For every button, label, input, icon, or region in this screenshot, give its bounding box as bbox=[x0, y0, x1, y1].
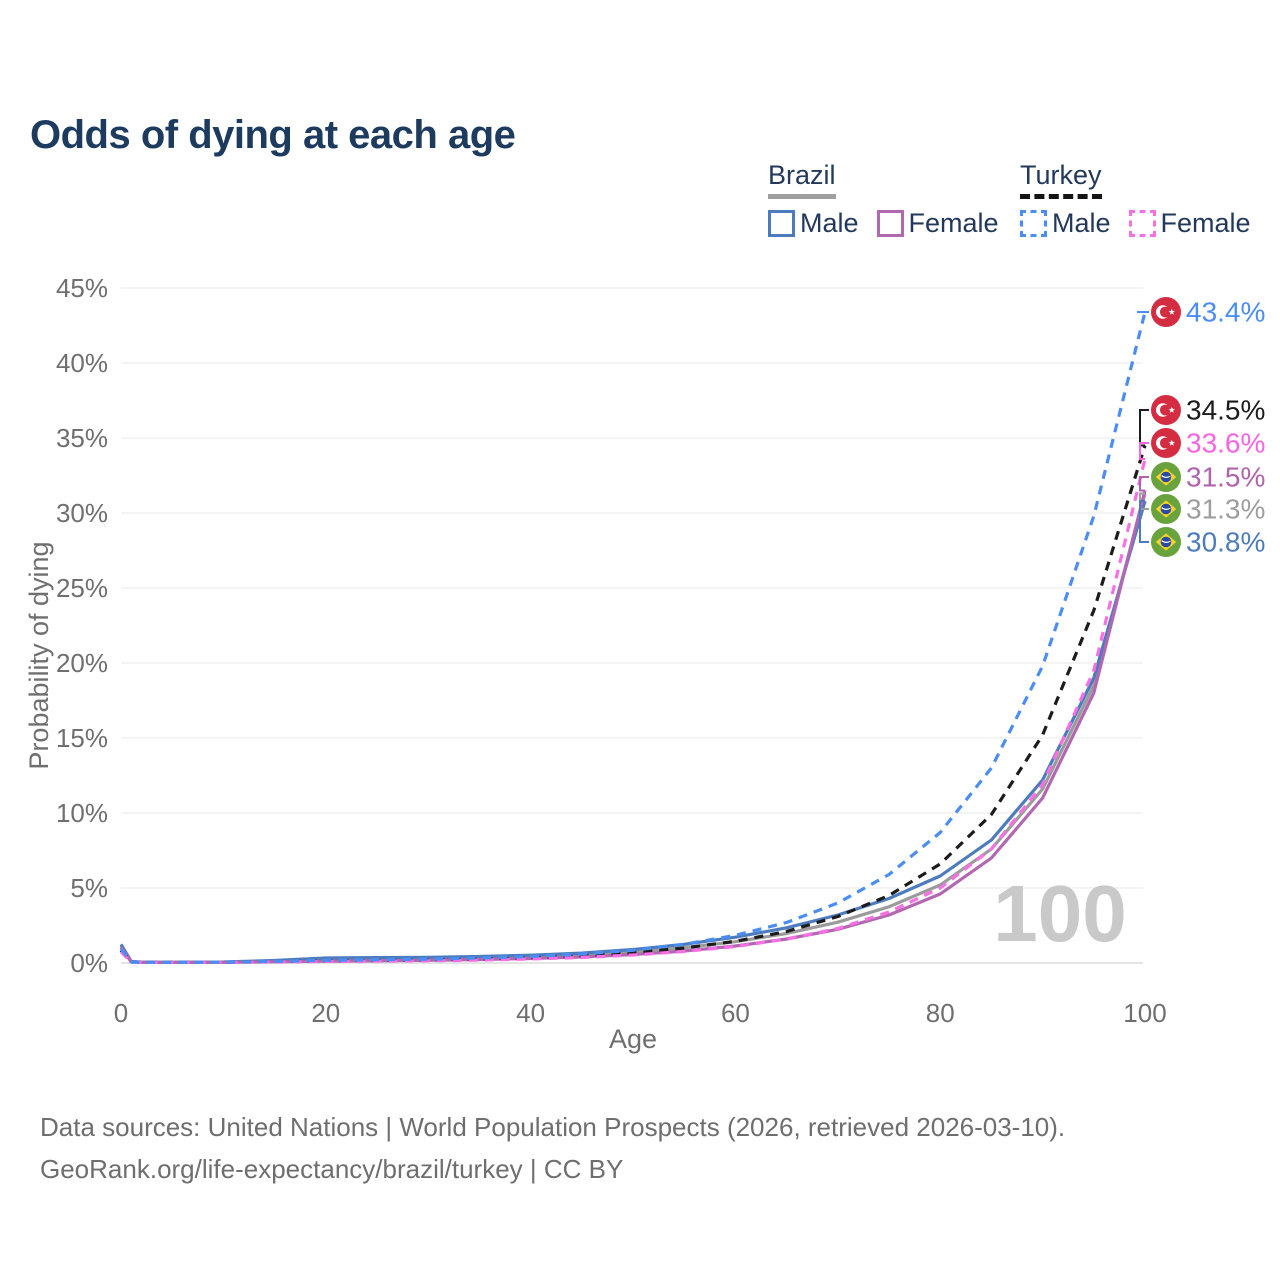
page-title: Odds of dying at each age bbox=[30, 112, 516, 157]
y-axis-title: Probability of dying bbox=[24, 541, 54, 769]
end-label-flag-brazil bbox=[1151, 527, 1181, 557]
y-tick-label: 30% bbox=[56, 498, 108, 528]
turkey-female-swatch-icon bbox=[1128, 210, 1156, 237]
series-line-brazil-male bbox=[119, 500, 1147, 964]
end-label-leader bbox=[1139, 476, 1149, 492]
end-label-value-turkey-both: 34.5% bbox=[1186, 395, 1265, 426]
end-label-leader bbox=[1139, 442, 1149, 460]
y-tick-label: 10% bbox=[56, 798, 108, 828]
end-label-value-turkey-male: 43.4% bbox=[1186, 297, 1265, 328]
legend-header-brazil: Brazil bbox=[768, 160, 836, 199]
legend-item-label: Female bbox=[908, 208, 999, 238]
turkey-male-swatch-icon bbox=[1020, 210, 1047, 237]
legend-item-label: Male bbox=[800, 208, 859, 238]
x-tick-label: 60 bbox=[721, 998, 750, 1028]
legend-item-turkey-male[interactable]: Male bbox=[1020, 208, 1111, 239]
brazil-male-swatch-icon bbox=[768, 210, 795, 237]
end-label-flag-brazil bbox=[1151, 462, 1181, 492]
end-label-flag-turkey bbox=[1151, 428, 1181, 458]
series-line-brazil-female bbox=[119, 490, 1147, 964]
footer: Data sources: United Nations | World Pop… bbox=[40, 1106, 1065, 1190]
legend-item-label: Female bbox=[1160, 208, 1251, 238]
end-label-flag-brazil bbox=[1151, 494, 1181, 524]
y-tick-label: 0% bbox=[70, 948, 108, 978]
series-line-turkey-female bbox=[119, 458, 1147, 965]
y-tick-label: 45% bbox=[56, 273, 108, 303]
x-axis-title: Age bbox=[609, 1024, 657, 1054]
end-label-leader bbox=[1139, 500, 1149, 543]
end-label-value-brazil-both: 31.3% bbox=[1186, 494, 1265, 525]
watermark-age-label: 100 bbox=[993, 869, 1126, 958]
legend-header-turkey: Turkey bbox=[1020, 160, 1102, 199]
legend-item-turkey-female[interactable]: Female bbox=[1128, 208, 1251, 239]
legend-item-brazil-male[interactable]: Male bbox=[768, 208, 859, 239]
y-tick-label: 20% bbox=[56, 648, 108, 678]
series-line-brazil-both bbox=[119, 493, 1147, 964]
footer-attribution: GeoRank.org/life-expectancy/brazil/turke… bbox=[40, 1154, 624, 1184]
footer-data-sources: Data sources: United Nations | World Pop… bbox=[40, 1112, 1066, 1142]
x-tick-label: 80 bbox=[926, 998, 955, 1028]
y-tick-label: 15% bbox=[56, 723, 108, 753]
x-tick-label: 20 bbox=[311, 998, 340, 1028]
series-line-turkey-male bbox=[119, 311, 1147, 964]
y-tick-label: 25% bbox=[56, 573, 108, 603]
end-label-value-brazil-male: 30.8% bbox=[1186, 527, 1265, 558]
end-label-value-brazil-female: 31.5% bbox=[1186, 462, 1265, 493]
end-label-value-turkey-female: 33.6% bbox=[1186, 428, 1265, 459]
legend-item-brazil-female[interactable]: Female bbox=[876, 208, 999, 239]
legend-group-brazil: Brazil Male Female bbox=[768, 160, 999, 239]
legend: Brazil Male Female Turkey Male Female bbox=[0, 160, 1280, 240]
end-label-flag-turkey bbox=[1151, 395, 1181, 425]
x-tick-label: 40 bbox=[516, 998, 545, 1028]
y-tick-label: 40% bbox=[56, 348, 108, 378]
end-label-leader bbox=[1139, 409, 1149, 447]
y-tick-label: 5% bbox=[70, 873, 108, 903]
legend-item-label: Male bbox=[1052, 208, 1111, 238]
x-tick-label: 0 bbox=[114, 998, 128, 1028]
series-line-turkey-both bbox=[119, 445, 1147, 964]
end-label-flag-turkey bbox=[1151, 297, 1181, 327]
y-tick-label: 35% bbox=[56, 423, 108, 453]
x-tick-label: 100 bbox=[1123, 998, 1166, 1028]
legend-group-turkey: Turkey Male Female bbox=[1020, 160, 1251, 239]
brazil-female-swatch-icon bbox=[876, 210, 904, 237]
